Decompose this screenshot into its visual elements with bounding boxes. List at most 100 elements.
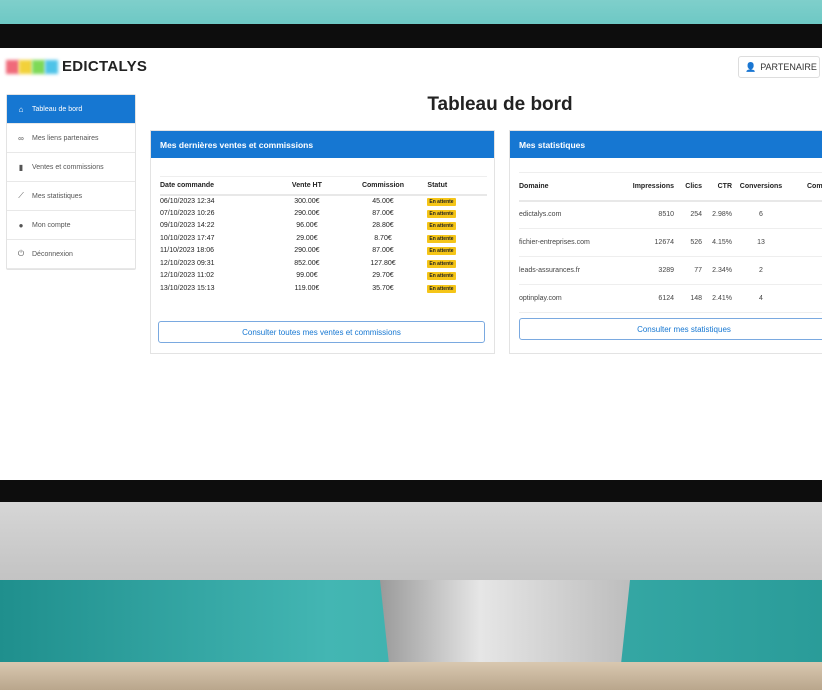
- table-cell: 300.00€: [294, 197, 320, 205]
- status-cell: En attente: [427, 245, 487, 258]
- table-cell: 07/10/2023 10:26: [160, 209, 215, 217]
- view-stats-button[interactable]: Consulter mes statistiques: [519, 318, 822, 340]
- sidebar-item-compte[interactable]: ● Mon compte: [7, 211, 135, 240]
- background-wall: [0, 0, 822, 26]
- sidebar-item-ventes[interactable]: ▮ Ventes et commissions: [7, 153, 135, 182]
- status-badge: En attente: [427, 197, 456, 206]
- table-cell: leads-assurances.fr: [519, 256, 614, 285]
- status-badge: En attente: [427, 259, 456, 268]
- sidebar-item-label: Tableau de bord: [32, 105, 83, 113]
- stats-card-title: Mes statistiques: [510, 131, 822, 158]
- table-cell: 4.15%: [702, 228, 732, 257]
- screen: EDICTALYS 👤 PARTENAIRE ⌂ Tableau de bord …: [0, 48, 822, 480]
- table-cell: 119.00€: [294, 284, 320, 292]
- user-icon: ●: [18, 220, 24, 230]
- table-cell: 2.41%: [702, 284, 732, 313]
- status-badge: En attente: [427, 284, 456, 293]
- sidebar-item-statistiques[interactable]: ⟋ Mes statistiques: [7, 182, 135, 211]
- desk: [0, 662, 822, 690]
- table-cell: 11/10/2023 18:06: [160, 247, 214, 255]
- table-cell: 290.00€: [294, 209, 320, 217]
- table-cell: 6124: [614, 284, 674, 313]
- logo-mark: [32, 59, 45, 74]
- table-cell: 760.00: [790, 228, 822, 257]
- home-icon: ⌂: [18, 104, 24, 114]
- status-cell: En attente: [427, 257, 487, 270]
- status-cell: En attente: [427, 282, 487, 295]
- monitor-chin: [0, 502, 822, 580]
- sales-card-title: Mes dernières ventes et commissions: [151, 131, 494, 158]
- table-cell: 29.00€: [296, 234, 318, 242]
- logo-mark: [19, 59, 32, 74]
- table-row: 10/10/2023 17:47 29.00€ 8.70€ En attente: [160, 232, 487, 245]
- table-cell: 127.80€: [370, 259, 396, 267]
- column-header: Conversions: [732, 172, 790, 202]
- column-header: Vente HT: [275, 176, 339, 196]
- user-icon: 👤: [745, 61, 757, 72]
- table-row: 13/10/2023 15:13 119.00€ 35.70€ En attente: [160, 282, 487, 295]
- sidebar: ⌂ Tableau de bord ∞ Mes liens partenaires …: [6, 94, 136, 270]
- table-row: 06/10/2023 12:34 300.00€ 45.00€ En attente: [160, 195, 487, 208]
- status-badge: En attente: [427, 209, 456, 218]
- table-cell: 254: [674, 200, 702, 229]
- table-cell: 290.00€: [294, 247, 320, 255]
- table-cell: 526: [674, 228, 702, 257]
- table-row: 12/10/2023 09:31 852.00€ 127.80€ En attente: [160, 257, 487, 270]
- column-header: Impressions: [614, 172, 674, 202]
- status-cell: En attente: [427, 207, 487, 220]
- table-row: 11/10/2023 18:06 290.00€ 87.00€ En attente: [160, 245, 487, 258]
- logo-mark: [6, 59, 19, 74]
- user-label: PARTENAIRE: [760, 62, 817, 72]
- sidebar-item-label: Mes liens partenaires: [32, 134, 99, 142]
- table-cell: 99.00€: [296, 272, 318, 280]
- table-cell: 8.70€: [374, 234, 392, 242]
- status-cell: En attente: [427, 232, 487, 245]
- table-cell: 10/10/2023 17:47: [160, 234, 215, 242]
- table-cell: 13: [732, 228, 790, 257]
- status-badge: En attente: [427, 247, 456, 256]
- page-title: Tableau de bord: [427, 94, 573, 115]
- logo-mark: [45, 59, 58, 74]
- sidebar-item-label: Mes statistiques: [32, 192, 83, 200]
- sidebar-item-label: Ventes et commissions: [32, 163, 104, 171]
- table-row: 12/10/2023 11:02 99.00€ 29.70€ En attente: [160, 270, 487, 283]
- table-row: 09/10/2023 14:22 96.00€ 28.80€ En attente: [160, 220, 487, 233]
- table-cell: 148: [674, 284, 702, 313]
- sidebar-item-deconnexion[interactable]: ⏻ Déconnexion: [7, 240, 135, 269]
- table-row: 07/10/2023 10:26 290.00€ 87.00€ En attente: [160, 207, 487, 220]
- table-cell: 12674: [614, 228, 674, 257]
- table-cell: 77: [674, 256, 702, 285]
- table-cell: 12/10/2023 11:02: [160, 272, 214, 280]
- table-cell: 260.00: [790, 256, 822, 285]
- table-cell: 852.00€: [294, 259, 320, 267]
- status-cell: En attente: [427, 270, 487, 283]
- file-invoice-icon: ▮: [18, 162, 24, 172]
- table-cell: 300.00: [790, 200, 822, 229]
- sidebar-item-label: Déconnexion: [32, 250, 73, 258]
- chart-line-icon: ⟋: [18, 191, 24, 200]
- table-cell: 28.80€: [372, 222, 394, 230]
- sales-table: Date commande Vente HT Commission Statut…: [160, 176, 487, 295]
- table-row: fichier-entreprises.com126745264.15%1376…: [519, 228, 822, 257]
- table-cell: 13/10/2023 15:13: [160, 284, 215, 292]
- user-menu-button[interactable]: 👤 PARTENAIRE: [738, 56, 820, 78]
- view-all-sales-button[interactable]: Consulter toutes mes ventes et commissio…: [158, 321, 485, 343]
- table-cell: 45.00€: [372, 197, 394, 205]
- column-header: Date commande: [160, 176, 276, 196]
- table-cell: optinplay.com: [519, 284, 614, 313]
- sidebar-item-liens[interactable]: ∞ Mes liens partenaires: [7, 124, 135, 153]
- table-cell: 12/10/2023 09:31: [160, 259, 215, 267]
- column-header: CTR: [702, 172, 732, 202]
- column-header: Commission: [790, 172, 822, 202]
- table-cell: 87.00€: [372, 247, 394, 255]
- status-cell: En attente: [427, 195, 487, 208]
- table-cell: 29.70€: [372, 272, 394, 280]
- table-cell: 3289: [614, 256, 674, 285]
- column-header: Domaine: [519, 172, 614, 202]
- link-icon: ∞: [18, 133, 24, 143]
- logo[interactable]: EDICTALYS: [6, 58, 147, 75]
- sidebar-item-tableau-de-bord[interactable]: ⌂ Tableau de bord: [7, 95, 135, 124]
- status-cell: En attente: [427, 220, 487, 233]
